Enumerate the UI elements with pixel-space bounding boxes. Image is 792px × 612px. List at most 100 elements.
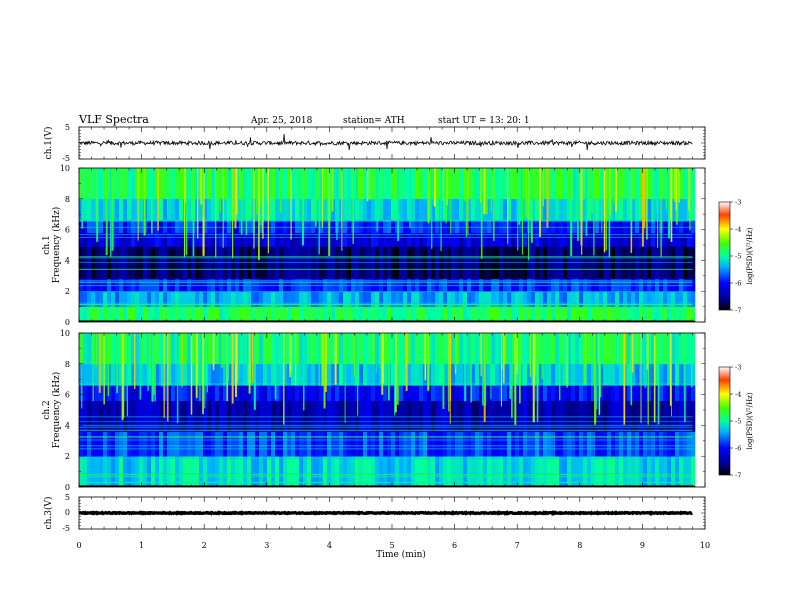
spectrogram-cell: [187, 385, 192, 402]
spectrogram-cell: [495, 306, 500, 321]
spectrogram-cell: [79, 168, 84, 200]
spectrogram-cell: [111, 278, 116, 292]
spectrogram-cell: [259, 232, 264, 247]
spectrogram-cell: [267, 291, 272, 307]
spectrogram-cell: [199, 198, 204, 221]
spectrogram-cell: [643, 306, 648, 321]
spectrogram-cell: [319, 278, 324, 292]
spectrogram-cell: [555, 198, 560, 221]
spectrogram-cell: [667, 232, 672, 247]
spectrogram-cell: [87, 431, 92, 457]
spectrogram-cell: [359, 385, 364, 402]
spectrogram-cell: [307, 168, 312, 200]
spectrogram-cell: [375, 385, 380, 402]
spectrogram-cell: [599, 306, 604, 321]
spectrogram-cell: [323, 168, 328, 200]
spectrogram-cell: [287, 246, 292, 280]
spectrogram-cell: [587, 246, 592, 280]
spectrogram-cell: [115, 456, 120, 486]
spectrogram-cell: [447, 220, 452, 233]
spectrogram-cell: [155, 232, 160, 247]
spectrogram-cell: [327, 246, 332, 280]
spectrogram-cell: [147, 431, 152, 457]
spectrogram-cell: [135, 400, 140, 432]
spectrogram-cell: [179, 291, 184, 307]
spectrogram-cell: [335, 400, 340, 432]
spectrogram-cell: [635, 363, 640, 386]
spectrogram-cell: [567, 400, 572, 432]
spectrogram-cell: [663, 232, 668, 247]
spectrogram-cell: [155, 400, 160, 432]
spectrogram-cell: [651, 291, 656, 307]
spectrogram-cell: [431, 385, 436, 402]
spectrogram-cell: [335, 246, 340, 280]
spectrogram-cell: [183, 220, 188, 233]
spectrogram-cell: [343, 306, 348, 321]
ch2-spec-ylabel-freq: Frequency (kHz): [51, 372, 62, 449]
spectrogram-cell: [399, 246, 404, 280]
spectrogram-cell: [119, 456, 124, 486]
spectrogram-cell: [599, 400, 604, 432]
spectrogram-cell: [515, 198, 520, 221]
spectrogram-cell: [531, 220, 536, 233]
colorbar-tick-label: -3: [735, 199, 741, 207]
spectrogram-cell: [175, 168, 180, 200]
spectrogram-cell: [79, 198, 84, 221]
spectrogram-cell: [363, 198, 368, 221]
spectrogram-cell: [331, 431, 336, 457]
spectrogram-cell: [467, 385, 472, 402]
ch1-ylabel: ch.1(V): [43, 127, 54, 160]
spectrogram-cell: [143, 278, 148, 292]
spectrogram-cell: [475, 306, 480, 321]
spectrogram-cell: [439, 363, 444, 386]
spectrogram-cell: [383, 291, 388, 307]
spectrogram-cell: [319, 456, 324, 486]
spectrogram-cell: [675, 456, 680, 486]
spectrogram-cell: [211, 168, 216, 200]
spectrogram-cell: [363, 168, 368, 200]
spectrogram-cell: [463, 198, 468, 221]
spectrogram-cell: [499, 168, 504, 200]
spectrogram-cell: [123, 400, 128, 432]
spectrogram-cell: [447, 291, 452, 307]
spectrogram-cell: [307, 363, 312, 386]
spectrogram-cell: [587, 456, 592, 486]
spectrogram-cell: [143, 291, 148, 307]
spectrogram-cell: [507, 400, 512, 432]
spectrogram-cell: [339, 278, 344, 292]
spectrogram-cell: [311, 291, 316, 307]
spectrogram-cell: [523, 291, 528, 307]
spectrogram-cell: [295, 385, 300, 402]
spectrogram-cell: [479, 246, 484, 280]
spectrogram-cell: [399, 168, 404, 200]
spectrogram-cell: [91, 198, 96, 221]
spectrogram-cell: [475, 291, 480, 307]
spectrogram-cell: [375, 232, 380, 247]
spectrogram-cell: [639, 232, 644, 247]
spectrogram-cell: [383, 278, 388, 292]
spectrogram-cell: [99, 278, 104, 292]
spectrogram-cell: [175, 306, 180, 321]
spectrogram-cell: [683, 278, 688, 292]
spectrogram-cell: [207, 291, 212, 307]
spectrogram-cell: [659, 400, 664, 432]
spectrogram-cell: [615, 168, 620, 200]
spectrogram-cell: [539, 220, 544, 233]
spectrogram-cell: [679, 220, 684, 233]
spectrogram-cell: [359, 232, 364, 247]
spectrogram-cell: [203, 306, 208, 321]
spectrogram-cell: [579, 400, 584, 432]
spectrogram-cell: [143, 456, 148, 486]
spectrogram-cell: [391, 333, 396, 365]
spectrogram-cell: [107, 456, 112, 486]
spectrogram-cell: [471, 456, 476, 486]
spectrogram-cell: [319, 220, 324, 233]
spectrogram-cell: [239, 400, 244, 432]
spectrogram-cell: [443, 385, 448, 402]
spectrogram-cell: [227, 306, 232, 321]
spectrogram-cell: [95, 400, 100, 432]
spectrogram-cell: [223, 246, 228, 280]
spectrogram-cell: [115, 220, 120, 233]
spectrogram-cell: [203, 431, 208, 457]
spectrogram-cell: [467, 363, 472, 386]
